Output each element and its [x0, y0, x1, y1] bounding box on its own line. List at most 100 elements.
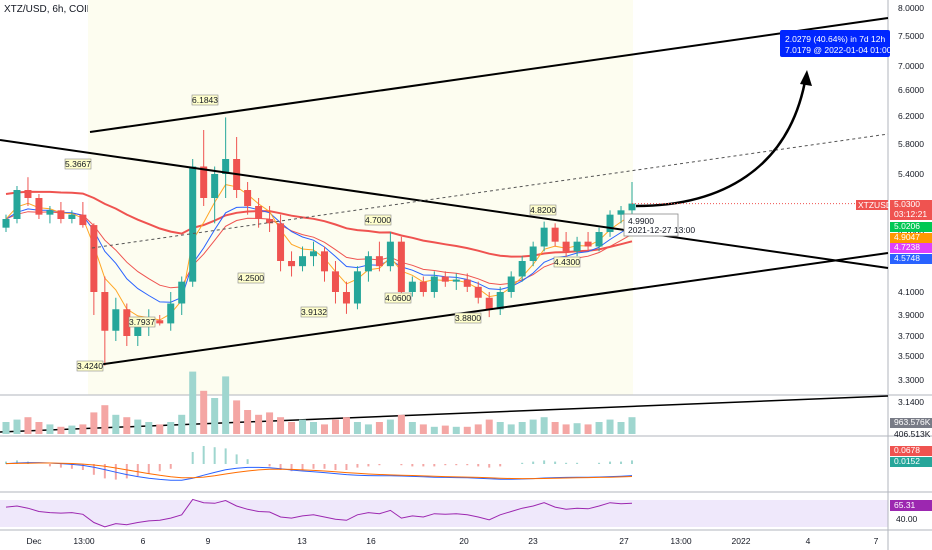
candle-body: [628, 203, 636, 211]
candle-body: [112, 309, 120, 331]
volume-bar: [134, 419, 142, 434]
candle-body: [331, 271, 339, 292]
volume-bar: [606, 419, 614, 434]
current-price-badge-bg: [890, 200, 932, 210]
rsi-badge-bg: [890, 500, 932, 511]
candle-body: [463, 279, 471, 287]
volume-bar: [68, 425, 76, 434]
projection-subtitle: 7.0179 @ 2022-01-04 01:00: [785, 45, 892, 55]
candle-body: [79, 214, 87, 226]
candle-body: [2, 219, 10, 228]
candle-body: [540, 227, 548, 247]
price-label-box: [300, 306, 328, 318]
candle-body: [573, 241, 581, 252]
candle-body: [222, 159, 230, 174]
volume-bar: [595, 422, 603, 434]
candle-body: [551, 227, 559, 242]
volume-bar: [353, 422, 361, 434]
volume-bar: [2, 422, 10, 434]
selection-highlight: [88, 0, 633, 395]
volume-bar: [452, 426, 460, 434]
volume-bar: [101, 405, 109, 434]
volume-bar: [145, 422, 153, 434]
price-label-low_3: 4.2500: [238, 273, 264, 283]
y-tick-label: 7.5000: [898, 31, 924, 41]
y-tick-label: 5.4000: [898, 169, 924, 179]
x-tick-label: 13: [297, 536, 307, 546]
macd-signal-line: [5, 462, 633, 480]
current-symbol-bg: [856, 200, 888, 210]
x-tick-label: 20: [459, 536, 469, 546]
x-tick-label: 7: [874, 536, 879, 546]
ma-orange-line: [5, 184, 633, 321]
candle-body: [90, 225, 98, 292]
ema-mid-badge-bg: [890, 233, 932, 243]
candle-body: [200, 166, 208, 198]
volume-badge-bg: [890, 418, 932, 428]
volume-bar: [573, 423, 581, 434]
price-label-box: [128, 316, 156, 328]
candle-body: [320, 251, 328, 272]
volume-bar: [24, 417, 32, 434]
candle-body: [57, 210, 65, 219]
candle-body: [178, 281, 186, 304]
y-tick-label: 3.1400: [898, 397, 924, 407]
volume-bar: [46, 424, 54, 434]
macd-signal-badge: 0.0152: [894, 456, 920, 466]
price-label-box: [364, 214, 392, 226]
candle-body: [397, 241, 405, 292]
volume-bar: [430, 426, 438, 434]
volume-bar: [79, 424, 87, 434]
volume-bar: [123, 417, 131, 434]
x-tick-label: 6: [141, 536, 146, 546]
volume-bar: [211, 398, 219, 434]
candle-body: [507, 276, 515, 292]
candle-body: [419, 281, 427, 292]
candle-body: [584, 241, 592, 247]
countdown-badge: 03:12:21: [894, 209, 927, 219]
volume-bar: [628, 417, 636, 434]
volume-bar: [518, 422, 526, 434]
volume-bar: [90, 412, 98, 434]
price-label-box: [454, 312, 482, 324]
candle-body: [485, 297, 493, 310]
volume-bar: [562, 424, 570, 434]
candle-body: [156, 320, 164, 324]
price-label-low_6: 3.8800: [455, 313, 481, 323]
y-tick-label: 8.0000: [898, 3, 924, 13]
candle-body: [342, 292, 350, 304]
price-label-box: [64, 158, 92, 170]
volume-bar: [485, 419, 493, 434]
candle-body: [24, 190, 32, 198]
ma-200-line: [5, 190, 633, 258]
candle-body: [266, 219, 274, 224]
candle-body: [617, 210, 625, 215]
x-tick-label: 27: [619, 536, 629, 546]
channel-mid-line: [91, 133, 889, 249]
volume-bar: [463, 426, 471, 434]
candle-body: [101, 292, 109, 331]
current-symbol: XTZUSD: [858, 200, 892, 210]
projection-callout: [780, 30, 890, 57]
volume-bar: [178, 414, 186, 434]
price-label-high_1: 5.3667: [65, 159, 91, 169]
candle-body: [123, 309, 131, 336]
projection-arrow: [635, 75, 808, 208]
volume-bar: [167, 422, 175, 434]
crosshair-time: 2021-12-27 13:00: [628, 225, 695, 235]
volume-bar: [408, 422, 416, 434]
ema-magenta-badge: 4.7238: [894, 242, 920, 252]
macd-badge-bg: [890, 446, 932, 456]
x-tick-label: 4: [806, 536, 811, 546]
channel-lower-line: [89, 252, 889, 367]
candle-body: [430, 276, 438, 292]
ema-long-badge: 4.5748: [894, 253, 920, 263]
volume-bar: [266, 412, 274, 434]
y-tick-label: 5.8000: [898, 139, 924, 149]
x-tick-label: 16: [366, 536, 376, 546]
candle-body: [211, 174, 219, 198]
candle-body: [386, 241, 394, 267]
x-tick-label: 9: [206, 536, 211, 546]
descending-trend-line: [0, 139, 889, 269]
